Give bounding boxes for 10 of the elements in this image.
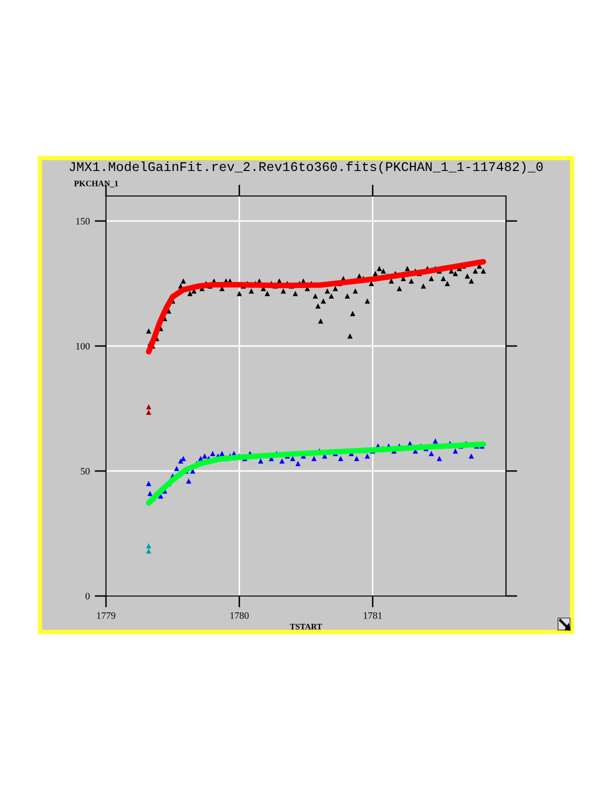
y-tick-label: 100 (76, 342, 90, 350)
y-tick-label: 150 (76, 218, 90, 224)
x-tick-label: 1781 (364, 612, 382, 619)
x-tick-label: 1780 (230, 612, 249, 619)
y-tick-label: 50 (80, 468, 90, 474)
y-axis-title: PKCHAN_1 (74, 180, 118, 188)
x-axis-title: TSTART (290, 624, 322, 630)
chart-title: JMX1.ModelGainFit.rev_2.Rev16to360.fits(PKCHAN_1_1-117482)_0 (70, 161, 543, 174)
y-tick-label: 0 (86, 592, 90, 600)
x-tick-label: 1779 (97, 612, 116, 619)
